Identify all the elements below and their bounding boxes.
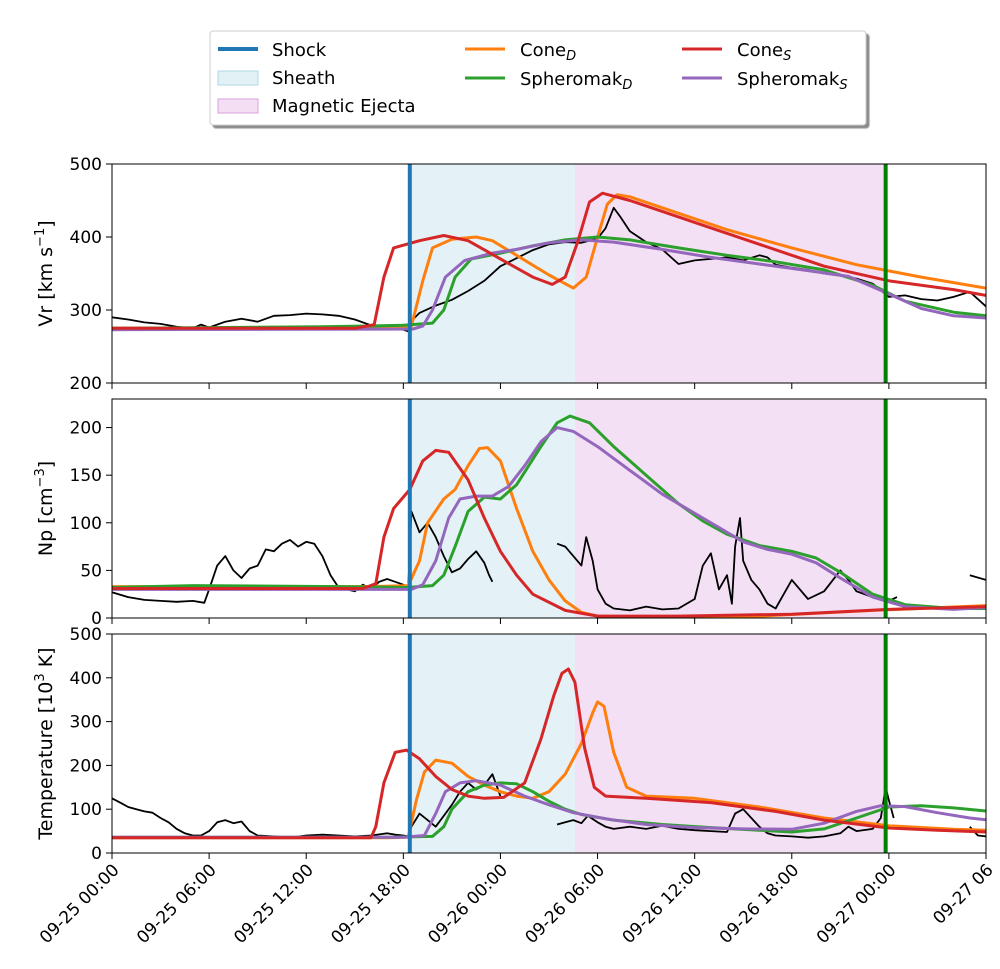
- series-observed-np-2: [969, 574, 986, 581]
- y-tick-label-temp: 200: [70, 756, 102, 776]
- legend-entry-cone-s: ConeS: [682, 40, 791, 64]
- legend-entry-cone-d: ConeD: [465, 40, 576, 64]
- legend-swatch-ejecta: [217, 98, 259, 114]
- y-axis-label-end: K]: [35, 647, 57, 673]
- series-cone-s-np: [112, 448, 986, 618]
- y-axis-label-end: ]: [35, 461, 57, 468]
- x-tick-label: 09-27 06: [929, 860, 997, 928]
- legend-frame: [209, 30, 867, 126]
- y-axis-label-np: Np [cm−3]: [33, 461, 57, 556]
- y-tick-label-temp: 300: [70, 713, 102, 733]
- legend-label-cone-d-base: Cone: [520, 40, 566, 61]
- legend-entry-shock: Shock: [218, 40, 327, 61]
- legend-label-cone-s-sub: S: [783, 49, 791, 64]
- x-tick-label: 09-25 12:00: [230, 860, 318, 948]
- legend-label-cone-s: ConeS: [737, 40, 791, 64]
- y-tick-label-vr: 300: [70, 301, 102, 321]
- legend-label-spheromak-s-sub: S: [839, 78, 847, 93]
- y-tick-label-vr: 200: [70, 374, 102, 394]
- legend-label-cone-d: ConeD: [520, 40, 576, 64]
- legend-swatch-sheath: [217, 70, 259, 86]
- series-spheromak-s-temp: [112, 779, 986, 839]
- legend-label-spheromak-s-base: Spheromak: [737, 69, 840, 90]
- x-tick-label: 09-25 18:00: [327, 860, 415, 948]
- x-tick-label: 09-25 06:00: [133, 860, 221, 948]
- legend-entry-spheromak-d: SpheromakD: [465, 69, 632, 93]
- y-tick-label-np: 50: [80, 561, 102, 581]
- y-axis-label-vr: Vr [km s−1]: [33, 220, 57, 326]
- panel-vr: 200 300 400 500 Vr [km s−1]: [33, 155, 987, 394]
- series-cone-s-vr: [112, 191, 986, 330]
- legend-entry-sheath: Sheath: [217, 68, 335, 89]
- y-axis-label-sup: −3: [33, 468, 48, 487]
- series-spheromak-s-vr: [112, 238, 986, 332]
- legend-label-spheromak-s: SpheromakS: [737, 69, 848, 93]
- y-tick-label-temp: 400: [70, 669, 102, 689]
- legend-label-shock: Shock: [272, 40, 327, 61]
- y-tick-label-np: 150: [70, 466, 102, 486]
- plot-frame-temp: [111, 633, 987, 854]
- y-tick-label-temp: 100: [70, 800, 102, 820]
- legend-label-cone-s-base: Cone: [737, 40, 783, 61]
- series-spheromak-s-np: [112, 426, 986, 611]
- y-axis-label-end: ]: [35, 220, 57, 227]
- series-spheromak-d-np: [112, 414, 986, 610]
- x-tick-label: 09-25 00:00: [36, 860, 124, 948]
- y-tick-label-temp: 0: [91, 844, 102, 864]
- legend-entry-ejecta: Magnetic Ejecta: [217, 96, 416, 117]
- x-tick-label: 09-26 06:00: [522, 860, 610, 948]
- plot-frame-np: [111, 398, 987, 619]
- x-tick-label: 09-27 00:00: [813, 860, 901, 948]
- panel-temp: 0 100 200 300 400 500 Temperature [103 K]: [33, 625, 987, 864]
- series-observed-np-1: [556, 517, 898, 612]
- sheath-region: [409, 634, 575, 853]
- y-axis-label-temp: Temperature [103 K]: [33, 647, 57, 840]
- y-axis-label-base: Vr [km s: [35, 247, 57, 327]
- y-axis-label-base: Temperature [10: [35, 682, 57, 841]
- x-tick-label: 09-26 12:00: [619, 860, 707, 948]
- plot-frame-vr: [111, 163, 987, 384]
- legend-label-spheromak-d-base: Spheromak: [520, 69, 623, 90]
- y-tick-label-vr: 400: [70, 228, 102, 248]
- legend-label-spheromak-d-sub: D: [622, 78, 632, 93]
- legend-label-cone-d-sub: D: [566, 49, 576, 64]
- y-tick-label-temp: 500: [70, 625, 102, 645]
- legend-label-spheromak-d: SpheromakD: [520, 69, 632, 93]
- y-tick-label-np: 200: [70, 419, 102, 439]
- x-tick-label: 09-26 00:00: [424, 860, 512, 948]
- x-tick-label: 09-26 18:00: [716, 860, 804, 948]
- series-observed-temp-1: [556, 786, 895, 839]
- series-cone-d-vr: [112, 193, 986, 330]
- series-cone-s-temp: [112, 667, 986, 840]
- x-axis-ticks: 09-25 00:00 09-25 06:00 09-25 12:00 09-25 1…: [36, 860, 998, 948]
- ejecta-region: [574, 399, 886, 618]
- panel-np: 0 50 100 150 200 Np [cm−3]: [33, 398, 987, 629]
- series-observed-np-0: [112, 510, 494, 604]
- y-tick-label-np: 100: [70, 514, 102, 534]
- legend-label-sheath: Sheath: [272, 68, 335, 89]
- y-tick-label-np: 0: [91, 609, 102, 629]
- legend-label-ejecta: Magnetic Ejecta: [272, 96, 416, 117]
- y-axis-label-base: Np [cm: [35, 487, 57, 556]
- y-axis-label-sup: −1: [33, 228, 48, 247]
- legend: Shock Sheath Magnetic Ejecta ConeD Spher…: [209, 30, 867, 126]
- legend-entry-spheromak-s: SpheromakS: [682, 69, 848, 93]
- y-tick-label-vr: 500: [70, 155, 102, 175]
- y-axis-label-sup: 3: [33, 673, 48, 681]
- ejecta-region: [574, 634, 886, 853]
